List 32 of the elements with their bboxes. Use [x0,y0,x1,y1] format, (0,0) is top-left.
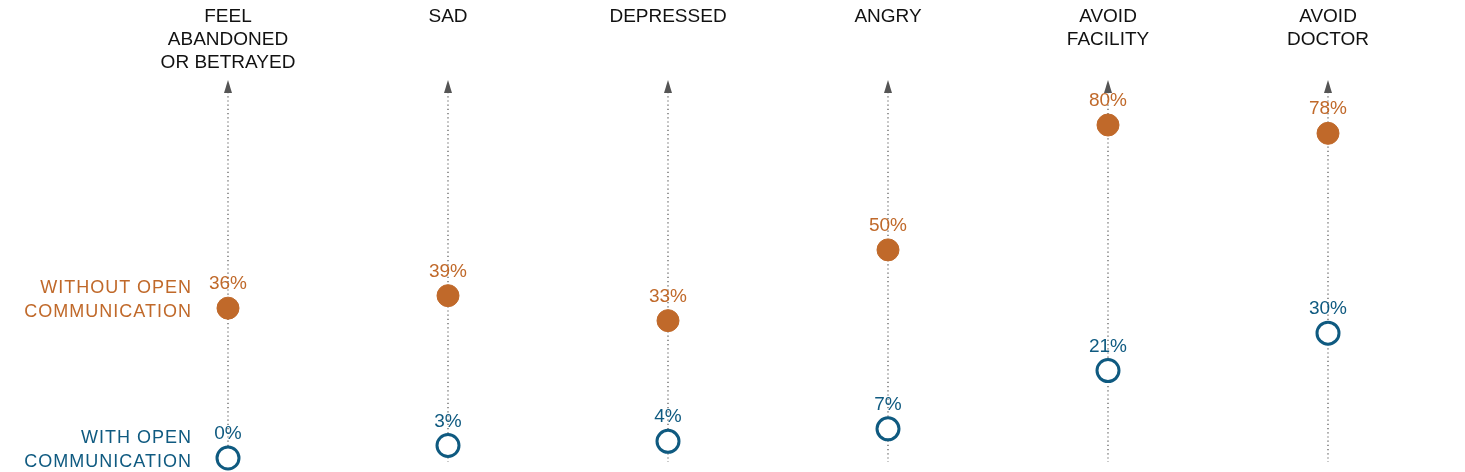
x-tick-label: SAD [428,5,468,26]
data-label: 21% [1088,334,1128,356]
point [435,433,461,459]
x-tick-label: AVOID DOCTOR [1287,5,1369,49]
x-tick-label: FEEL ABANDONED OR BETRAYED [160,5,296,72]
data-label: 33% [648,284,688,306]
x-tick-label: DEPRESSED [609,5,727,26]
data-label: 80% [1088,89,1128,110]
data-label: 0% [214,422,242,443]
data-label: 39% [428,259,468,281]
point [1316,121,1340,145]
data-label: 4% [654,405,682,427]
data-label: 30% [1308,297,1348,319]
point [875,416,901,442]
point [436,284,460,308]
data-label: 78% [1308,97,1348,119]
series-label: WITH OPEN COMMUNICATION [24,427,192,471]
data-label: 50% [868,213,908,235]
data-label: 36% [208,272,248,294]
point [1095,358,1121,384]
series-label: WITHOUT OPEN COMMUNICATION [24,277,192,322]
point [1096,113,1120,137]
point [216,296,240,320]
point [876,238,900,262]
point [656,309,680,333]
data-label: 3% [434,409,462,431]
point [215,445,241,471]
x-tick-label: AVOID FACILITY [1066,5,1150,49]
point [655,428,681,454]
data-label: 7% [874,392,902,414]
point [1315,320,1341,346]
x-tick-label: ANGRY [854,5,922,26]
